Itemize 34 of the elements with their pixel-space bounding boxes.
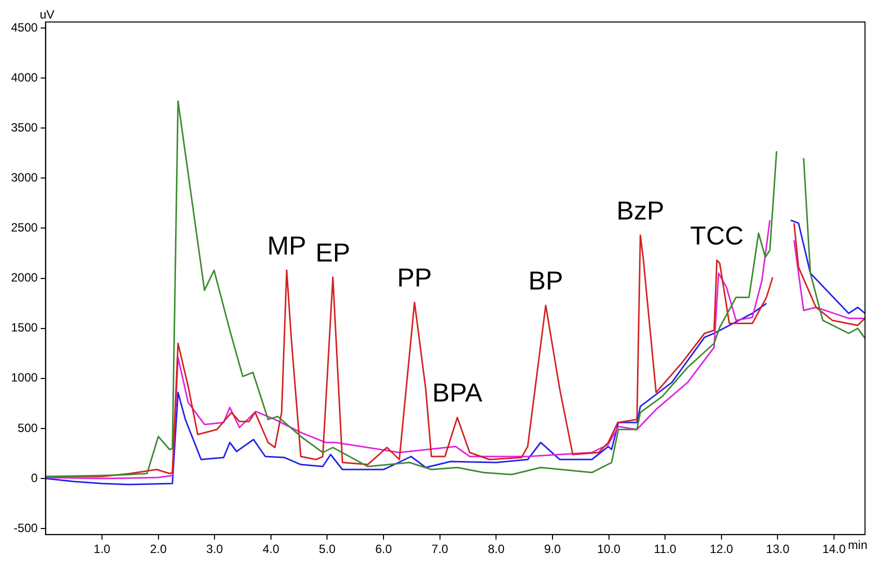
x-tick-label: 7.0 <box>432 542 449 556</box>
y-tick-label: 4500 <box>10 20 38 34</box>
annotation: PP <box>397 262 432 292</box>
y-tick-label: 4000 <box>10 70 38 84</box>
x-tick-label: 6.0 <box>375 542 392 556</box>
y-tick-label: 1500 <box>10 320 38 335</box>
x-tick-label: 13.0 <box>766 542 790 556</box>
x-tick-label: 12.0 <box>710 542 734 556</box>
x-tick-label: 8.0 <box>488 542 505 556</box>
annotation: MP <box>267 230 306 260</box>
x-tick-label: 14.0 <box>822 542 846 556</box>
y-axis-title: uV <box>40 7 54 22</box>
y-tick-label: 3500 <box>10 120 38 134</box>
annotation: BPA <box>432 378 484 408</box>
y-tick-label: 3000 <box>10 170 38 184</box>
x-tick-label: 4.0 <box>262 542 280 556</box>
x-tick-label: 2.0 <box>150 542 167 556</box>
x-tick-label: 1.0 <box>94 542 111 556</box>
y-tick-label: 1000 <box>10 370 38 385</box>
y-tick-label: 0 <box>31 470 38 485</box>
x-tick-label: 9.0 <box>544 542 562 556</box>
annotation: EP <box>316 237 350 268</box>
annotation: BzP <box>616 195 664 226</box>
y-tick-label: -500 <box>14 520 38 535</box>
x-tick-label: 3.0 <box>206 542 224 556</box>
y-tick-label: 2500 <box>10 220 38 235</box>
annotation: BP <box>528 266 564 296</box>
x-tick-label: 10.0 <box>597 542 621 556</box>
annotation: TCC <box>690 220 744 250</box>
x-axis-title: min <box>848 538 868 552</box>
y-tick-label: 500 <box>18 420 38 435</box>
x-tick-label: 11.0 <box>654 542 677 556</box>
x-tick-label: 5.0 <box>318 542 336 556</box>
y-tick-label: 2000 <box>10 270 38 285</box>
